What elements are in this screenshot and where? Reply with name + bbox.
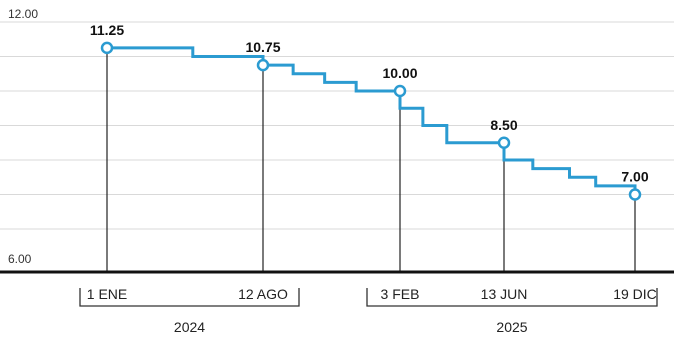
year-label-1: 2025 <box>496 319 527 335</box>
y-tick-max: 12.00 <box>8 7 38 21</box>
x-tick-label-0: 1 ENE <box>87 286 127 302</box>
value-label-1: 10.75 <box>245 39 280 55</box>
marker-point-3 <box>497 136 511 149</box>
year-label-0: 2024 <box>174 319 205 335</box>
value-label-0: 11.25 <box>90 22 124 38</box>
gridlines <box>0 21 674 230</box>
rate-series-line <box>107 46 637 195</box>
x-tick-label-4: 19 DIC <box>613 286 657 302</box>
rate-change-markers: 11.25 10.75 10.00 8.50 7.00 <box>90 22 649 201</box>
x-tick-label-2: 3 FEB <box>381 286 420 302</box>
year-bracket-1 <box>366 288 658 307</box>
year-brackets: 2024 2025 <box>79 288 658 335</box>
marker-point-2 <box>393 84 407 98</box>
y-tick-min: 6.00 <box>8 252 32 266</box>
marker-point-0 <box>100 41 114 55</box>
x-tick-label-3: 13 JUN <box>481 286 528 302</box>
value-label-2: 10.00 <box>382 65 417 81</box>
marker-point-4 <box>628 188 642 201</box>
date-guide-lines <box>106 47 636 272</box>
value-label-4: 7.00 <box>621 169 648 185</box>
marker-point-1 <box>256 58 270 72</box>
x-tick-label-1: 12 AGO <box>238 286 288 302</box>
x-tick-labels: 1 ENE 12 AGO 3 FEB 13 JUN 19 DIC <box>87 286 657 302</box>
value-label-3: 8.50 <box>490 117 517 133</box>
year-bracket-0 <box>79 288 300 307</box>
